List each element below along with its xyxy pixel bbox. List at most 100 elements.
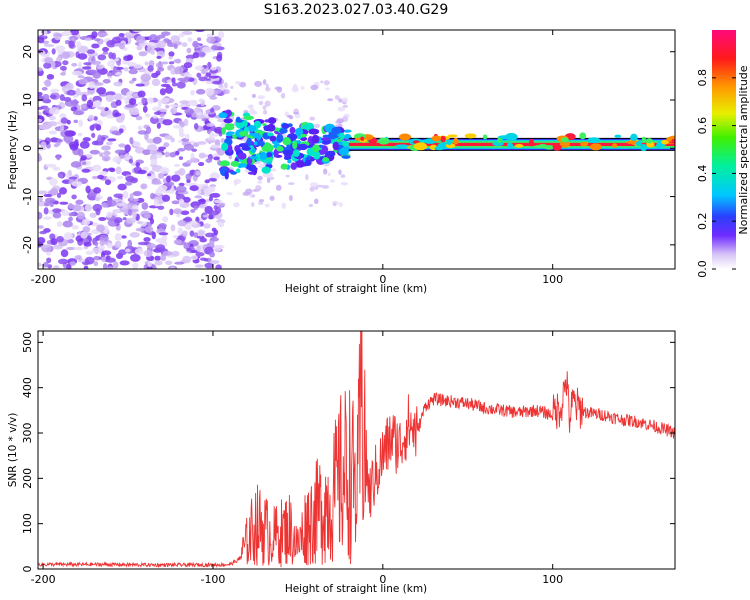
spectrogram-noise-speck bbox=[190, 201, 201, 209]
spectrogram-noise-speck bbox=[178, 156, 184, 161]
spectrogram-burst-blob bbox=[286, 144, 291, 152]
spectrogram-noise-speck bbox=[106, 200, 117, 207]
carrier-feature bbox=[506, 142, 514, 149]
spectrogram-burst-blob bbox=[257, 140, 265, 147]
carrier-feature bbox=[431, 135, 442, 142]
spectrogram-burst-blob bbox=[331, 126, 342, 135]
spectrogram-noise-speck bbox=[264, 203, 270, 208]
spectrogram-noise-speck bbox=[93, 116, 98, 121]
spectrogram-burst-blob bbox=[276, 133, 284, 143]
spectrogram-noise-speck bbox=[141, 97, 146, 104]
carrier-feature bbox=[464, 133, 477, 139]
spectrogram-noise-speck bbox=[122, 190, 129, 199]
spectrogram-burst-blob bbox=[230, 160, 240, 167]
spectrogram-noise-speck bbox=[160, 83, 171, 88]
carrier-feature bbox=[514, 143, 524, 148]
spectrogram-noise-speck bbox=[208, 210, 220, 216]
spectrogram-noise-speck bbox=[44, 197, 56, 204]
spectrogram-burst-blob bbox=[243, 115, 254, 120]
spectrogram-noise-speck bbox=[181, 30, 193, 36]
spectrogram-noise-speck bbox=[338, 202, 343, 208]
spectrogram-noise-speck bbox=[136, 35, 146, 44]
spectrogram-noise-speck bbox=[180, 210, 190, 216]
spectrogram-noise-speck bbox=[195, 30, 205, 33]
spectrogram-noise-speck bbox=[38, 91, 43, 97]
spectrogram-noise-speck bbox=[62, 60, 69, 66]
spectrogram-noise-speck bbox=[235, 80, 241, 85]
spectrogram-noise-speck bbox=[249, 104, 254, 110]
spectrogram-noise-speck bbox=[140, 73, 152, 82]
spectrogram-noise-speck bbox=[158, 232, 169, 236]
spectrogram-noise-speck bbox=[168, 56, 173, 60]
spectrogram-noise-speck bbox=[51, 48, 56, 55]
snr-marks bbox=[38, 331, 675, 569]
spectrogram-noise-speck bbox=[119, 260, 130, 266]
carrier-feature bbox=[552, 144, 562, 151]
spectrogram-noise-speck bbox=[262, 109, 268, 115]
spectrogram-noise-speck bbox=[314, 198, 319, 205]
spectrogram-noise-speck bbox=[244, 188, 253, 195]
spectrogram-x-tick-label: -200 bbox=[31, 273, 56, 286]
spectrogram-noise-speck bbox=[134, 248, 144, 255]
spectrogram-noise-speck bbox=[142, 105, 148, 113]
spectrogram-noise-speck bbox=[61, 51, 71, 59]
spectrogram-noise-speck bbox=[266, 172, 273, 178]
spectrogram-noise-speck bbox=[155, 188, 163, 196]
spectrogram-noise-speck bbox=[117, 183, 127, 191]
spectrogram-noise-speck bbox=[186, 47, 192, 54]
spectrogram-noise-speck bbox=[183, 143, 195, 151]
spectrogram-noise-speck bbox=[132, 30, 144, 33]
spectrogram-noise-speck bbox=[128, 69, 138, 75]
spectrogram-noise-speck bbox=[91, 175, 99, 180]
spectrogram-noise-speck bbox=[65, 83, 72, 89]
spectrogram-noise-speck bbox=[173, 239, 182, 245]
spectrogram-noise-speck bbox=[102, 51, 109, 55]
carrier-feature bbox=[656, 142, 663, 148]
spectrogram-noise-speck bbox=[129, 137, 134, 145]
spectrogram-noise-speck bbox=[178, 33, 185, 38]
spectrogram-burst-blob bbox=[283, 155, 292, 161]
spectrogram-noise-speck bbox=[144, 132, 149, 141]
spectrogram-burst-blob bbox=[322, 134, 331, 138]
spectrogram-noise-speck bbox=[101, 145, 111, 151]
spectrogram-noise-speck bbox=[146, 97, 154, 104]
spectrogram-noise-speck bbox=[89, 149, 100, 155]
spectrogram-burst-blob bbox=[219, 160, 230, 167]
spectrogram-burst-blob bbox=[240, 163, 248, 168]
carrier-feature bbox=[636, 140, 642, 146]
spectrogram-noise-speck bbox=[60, 117, 69, 124]
spectrogram-noise-speck bbox=[77, 53, 88, 60]
spectrogram-noise-speck bbox=[79, 91, 90, 97]
spectrogram-burst-blob bbox=[266, 152, 273, 158]
spectrogram-noise-speck bbox=[132, 210, 137, 219]
spectrogram-noise-speck bbox=[67, 169, 72, 176]
spectrogram-noise-speck bbox=[305, 174, 309, 181]
spectrogram-noise-speck bbox=[54, 33, 64, 37]
spectrogram-noise-speck bbox=[146, 243, 156, 249]
spectrogram-noise-speck bbox=[141, 202, 149, 210]
spectrogram-noise-speck bbox=[264, 100, 271, 107]
spectrogram-noise-speck bbox=[321, 185, 330, 189]
spectrogram-noise-speck bbox=[57, 258, 69, 265]
snr-y-tick-label: 200 bbox=[21, 468, 34, 489]
spectrogram-noise-speck bbox=[210, 107, 215, 113]
spectrogram-noise-speck bbox=[122, 217, 127, 221]
spectrogram-burst-blob bbox=[326, 150, 335, 154]
spectrogram-noise-speck bbox=[144, 225, 154, 233]
spectrogram-noise-speck bbox=[154, 260, 163, 266]
spectrogram-noise-speck bbox=[198, 98, 204, 103]
spectrogram-noise-speck bbox=[92, 203, 103, 212]
spectrogram-noise-speck bbox=[192, 40, 199, 48]
spectrogram-burst-blob bbox=[299, 136, 308, 141]
spectrogram-noise-speck bbox=[133, 64, 143, 69]
spectrogram-noise-speck bbox=[177, 219, 187, 227]
spectrogram-noise-speck bbox=[92, 71, 101, 79]
spectrogram-burst-blob bbox=[321, 145, 329, 155]
spectrogram-noise-speck bbox=[80, 155, 87, 161]
spectrogram-noise-speck bbox=[230, 85, 234, 90]
spectrogram-noise-speck bbox=[58, 173, 64, 179]
spectrogram-noise-speck bbox=[62, 220, 73, 228]
spectrogram-noise-speck bbox=[323, 80, 330, 86]
spectrogram-noise-speck bbox=[71, 180, 83, 187]
